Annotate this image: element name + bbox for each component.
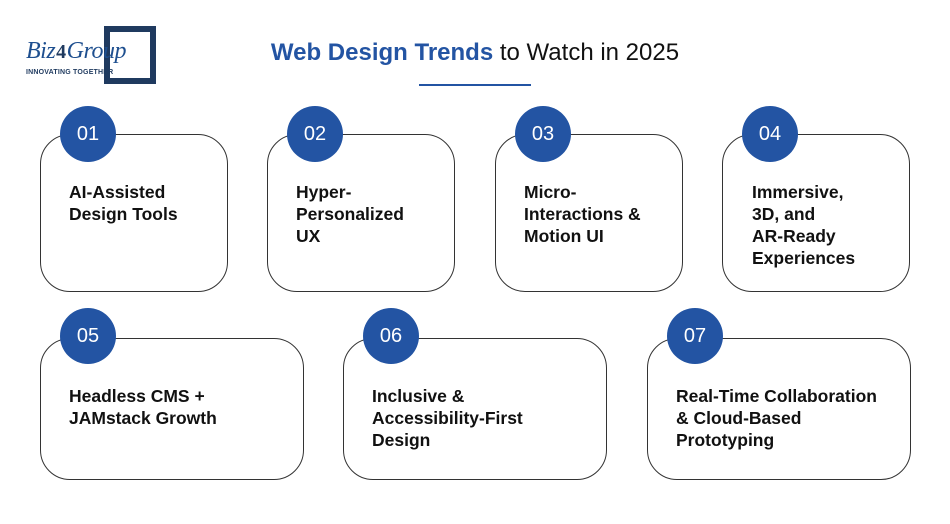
logo-frame (104, 26, 156, 84)
trend-card-02 (267, 134, 455, 292)
trend-text-04: Immersive, 3D, and AR-Ready Experiences (752, 182, 856, 268)
trend-card-03 (495, 134, 683, 292)
logo-wordmark: Biz4Group (26, 38, 126, 64)
title-rest: to Watch in 2025 (493, 39, 680, 66)
trend-text-03: Micro- Interactions & Motion UI (524, 182, 641, 246)
trend-text-01: AI-Assisted Design Tools (69, 182, 178, 224)
trend-number-badge-03: 03 (515, 106, 571, 162)
trend-number-badge-04: 04 (742, 106, 798, 162)
trend-number-badge-07: 07 (667, 308, 723, 364)
title-underline (419, 84, 531, 86)
page-title: Web Design Trends to Watch in 2025 (0, 39, 950, 67)
title-accent: Web Design Trends (270, 39, 494, 66)
trend-number-badge-02: 02 (287, 106, 343, 162)
trend-text-06: Inclusive & Accessibility-First Design (372, 386, 523, 450)
trend-number-badge-06: 06 (363, 308, 419, 364)
trend-card-04 (722, 134, 910, 292)
trend-text-05: Headless CMS + JAMstack Growth (69, 386, 217, 428)
trend-text-02: Hyper- Personalized UX (296, 182, 404, 246)
trend-number-badge-05: 05 (60, 308, 116, 364)
trend-text-07: Real-Time Collaboration & Cloud-Based Pr… (676, 386, 877, 450)
bizgroup-logo: Biz4Group INNOVATING TOGETHER (22, 24, 158, 86)
trend-card-01 (40, 134, 228, 292)
trend-number-badge-01: 01 (60, 106, 116, 162)
logo-tagline: INNOVATING TOGETHER (26, 69, 114, 76)
